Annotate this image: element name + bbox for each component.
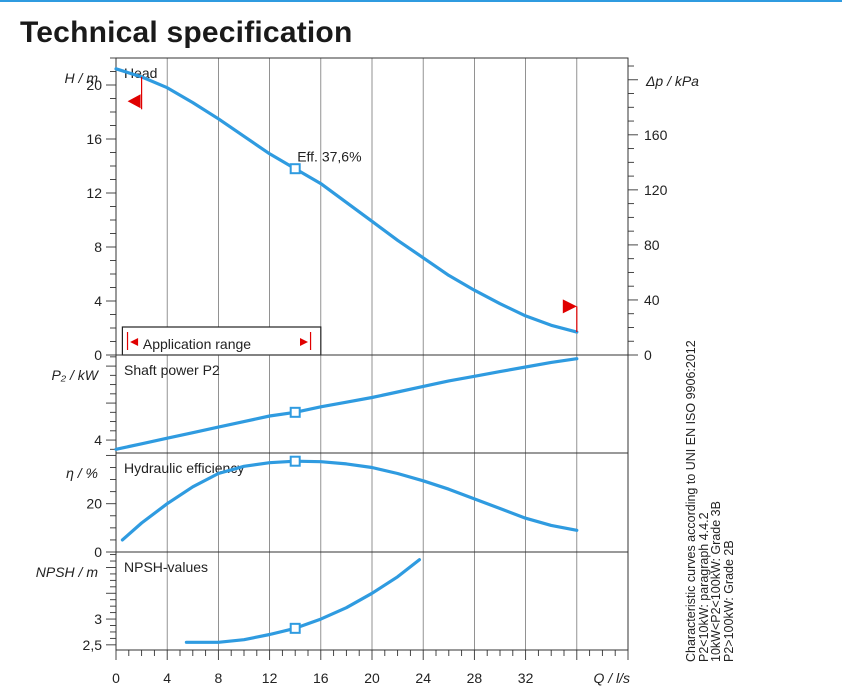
y-tick-label: 0 (94, 347, 102, 363)
x-tick-label: 12 (262, 670, 278, 686)
curve-npsh (184, 558, 421, 644)
efficiency-label: Eff. 37,6% (297, 149, 361, 165)
x-tick-label: 0 (112, 670, 120, 686)
y-tick-label: 0 (94, 544, 102, 560)
y-tick-label: 12 (86, 185, 102, 201)
y-tick-label: 4 (94, 432, 102, 448)
note-line-1: Characteristic curves according to UNI E… (684, 340, 698, 662)
y-axis-label: H / m (65, 70, 99, 86)
y-tick-label: 4 (94, 293, 102, 309)
y-axis-label: NPSH / m (36, 564, 99, 580)
y2-axis-label: Δp / kPa (645, 73, 699, 89)
y2-tick-label: 160 (644, 127, 668, 143)
note-line-4: P2>100kW: Grade 2B (721, 540, 736, 662)
x-tick-label: 24 (415, 670, 431, 686)
y-tick-label: 16 (86, 131, 102, 147)
y-tick-label: 20 (86, 77, 102, 93)
operating-point-marker (289, 622, 301, 634)
y2-tick-label: 80 (644, 237, 660, 253)
x-tick-label: 16 (313, 670, 329, 686)
curve-shaft_power (114, 357, 579, 451)
panel-label-shaft_power: Shaft power P2 (124, 362, 220, 378)
y-tick-label: 2,5 (83, 637, 103, 653)
application-range-label: Application range (143, 336, 251, 352)
y-tick-label: 8 (94, 239, 102, 255)
app-range-left-arrow (130, 338, 139, 346)
curve-hydraulic_efficiency (120, 459, 579, 542)
panel-label-head: Head (124, 65, 157, 81)
y2-tick-label: 120 (644, 182, 668, 198)
application-range-box (121, 326, 322, 356)
curve-extension (115, 68, 142, 78)
y-tick-label: 20 (86, 496, 102, 512)
y2-tick-label: 0 (644, 347, 652, 363)
x-axis-label: Q / l/s (593, 670, 630, 686)
right-limit-triangle (562, 299, 577, 314)
x-tick-label: 4 (163, 670, 171, 686)
operating-point-marker (289, 163, 301, 175)
curve-extension (115, 443, 142, 450)
x-tick-label: 32 (518, 670, 534, 686)
top-rule (0, 0, 842, 2)
note-line-3: 10kW<P2<100kW: Grade 3B (709, 501, 723, 662)
curve-notes: Characteristic curves according to UNI E… (684, 292, 805, 662)
y-axis-label: P₂ / kW (51, 367, 99, 383)
y-tick-label: 3 (94, 611, 102, 627)
x-tick-label: 28 (467, 670, 483, 686)
curve-head (114, 67, 579, 334)
page-title: Technical specification (20, 16, 353, 49)
operating-point-marker (289, 455, 301, 467)
x-tick-label: 20 (364, 670, 380, 686)
x-tick-label: 8 (215, 670, 223, 686)
operating-point-marker (289, 406, 301, 418)
left-limit-triangle (127, 94, 141, 109)
panel-label-npsh: NPSH-values (124, 559, 208, 575)
app-range-right-arrow (300, 338, 308, 346)
y-axis-label: η / % (66, 465, 98, 481)
panel-label-hydraulic_efficiency: Hydraulic efficiency (124, 460, 244, 476)
y2-tick-label: 40 (644, 292, 660, 308)
